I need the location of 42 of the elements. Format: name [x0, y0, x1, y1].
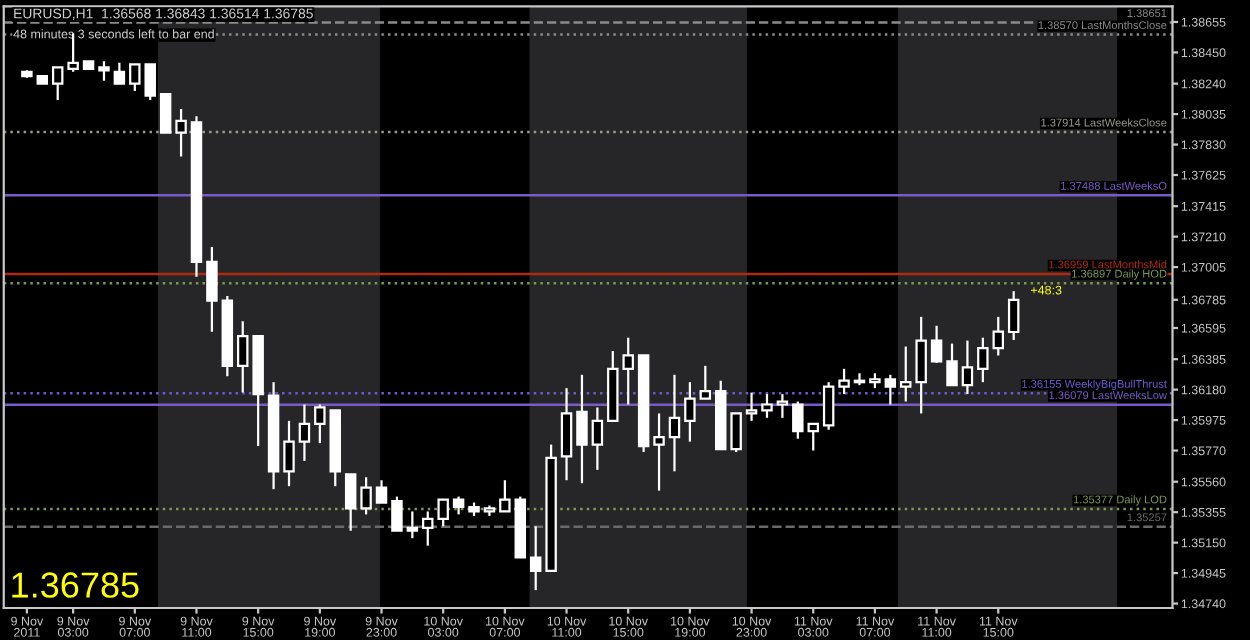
candlestick — [560, 387, 573, 482]
candlestick — [576, 373, 588, 485]
candlestick — [375, 479, 388, 504]
candlestick — [977, 336, 989, 384]
candlestick — [98, 60, 110, 82]
candlestick — [992, 315, 1004, 357]
candlestick — [175, 107, 187, 158]
candlestick — [668, 373, 681, 473]
candlestick — [344, 473, 357, 532]
candlestick — [761, 392, 773, 419]
candlestick — [298, 403, 311, 463]
candlestick — [730, 412, 742, 454]
annotation: 1.36785 — [12, 572, 139, 598]
candlestick — [822, 381, 835, 431]
candlestick — [653, 412, 665, 492]
candlestick — [360, 476, 372, 516]
candlestick — [591, 406, 604, 471]
candlestick — [314, 403, 326, 445]
candlestick — [776, 392, 789, 419]
candlestick — [206, 245, 218, 333]
candlestick — [529, 525, 542, 592]
candlestick — [51, 66, 64, 102]
candlestick — [113, 61, 126, 85]
candlestick — [745, 391, 758, 422]
candlestick — [684, 381, 696, 443]
candlestick — [807, 422, 819, 452]
candlestick — [792, 400, 804, 440]
candlestick — [237, 320, 249, 394]
candlestick — [499, 479, 511, 513]
candlestick — [884, 373, 897, 406]
candlestick — [946, 342, 958, 387]
candlestick — [283, 419, 295, 488]
candlestick — [159, 92, 172, 134]
candlestick — [900, 345, 912, 403]
candlestick — [930, 324, 943, 365]
candlestick — [915, 315, 927, 415]
candlestick — [391, 495, 403, 532]
candlestick — [699, 364, 712, 400]
candlestick — [961, 339, 974, 396]
candlestick — [406, 510, 419, 540]
candlestick — [1007, 290, 1020, 342]
candlestick — [838, 367, 850, 396]
